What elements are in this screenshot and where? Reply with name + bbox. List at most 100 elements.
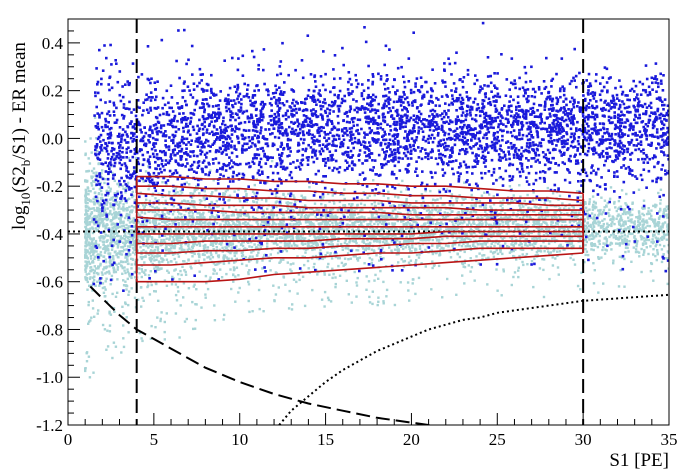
er-point bbox=[300, 213, 303, 217]
er-point bbox=[110, 248, 114, 251]
er-point bbox=[247, 299, 250, 303]
er-point bbox=[244, 224, 248, 227]
er-point bbox=[608, 243, 612, 247]
er-point bbox=[198, 255, 201, 259]
er-point bbox=[386, 231, 389, 234]
er-point bbox=[455, 293, 458, 296]
er-point bbox=[461, 222, 464, 225]
er-point bbox=[94, 284, 97, 287]
er-point bbox=[276, 251, 280, 255]
er-point bbox=[640, 238, 643, 241]
er-point bbox=[221, 211, 225, 214]
er-point bbox=[526, 193, 529, 197]
er-point bbox=[255, 245, 258, 249]
er-point bbox=[127, 293, 130, 296]
er-point bbox=[198, 234, 201, 238]
er-point bbox=[484, 243, 487, 246]
er-point bbox=[93, 203, 96, 206]
er-point bbox=[122, 222, 125, 225]
er-point bbox=[295, 280, 298, 284]
er-point bbox=[118, 225, 122, 229]
er-point bbox=[155, 245, 158, 249]
er-point bbox=[124, 301, 127, 304]
er-point bbox=[285, 201, 288, 204]
er-point bbox=[87, 303, 90, 307]
er-point bbox=[126, 259, 129, 263]
er-point bbox=[237, 291, 240, 294]
er-point bbox=[190, 267, 193, 270]
er-point bbox=[149, 260, 153, 263]
er-point bbox=[427, 208, 430, 212]
er-point bbox=[325, 223, 328, 227]
er-point bbox=[99, 211, 102, 214]
er-point bbox=[556, 223, 559, 226]
er-point bbox=[171, 235, 174, 239]
er-point bbox=[543, 250, 546, 253]
er-point bbox=[429, 219, 433, 222]
er-point bbox=[351, 214, 354, 217]
er-point bbox=[133, 263, 137, 266]
er-point bbox=[463, 282, 466, 285]
er-point bbox=[419, 217, 422, 220]
er-point bbox=[415, 200, 418, 203]
er-point bbox=[167, 219, 171, 222]
er-point bbox=[92, 272, 96, 275]
er-point bbox=[103, 207, 106, 210]
er-point bbox=[659, 215, 662, 218]
er-point bbox=[644, 230, 647, 233]
er-point bbox=[546, 224, 549, 227]
er-point bbox=[644, 226, 647, 229]
er-point bbox=[372, 235, 375, 238]
er-point bbox=[587, 253, 590, 257]
er-point bbox=[624, 212, 627, 216]
er-point bbox=[551, 256, 554, 259]
er-point bbox=[499, 229, 502, 232]
er-point bbox=[608, 208, 611, 211]
er-point bbox=[566, 241, 569, 244]
er-point bbox=[229, 251, 232, 255]
er-point bbox=[90, 240, 94, 243]
er-point bbox=[470, 204, 473, 207]
er-point bbox=[247, 215, 251, 219]
er-point bbox=[226, 234, 229, 237]
er-point bbox=[279, 260, 282, 263]
er-point bbox=[377, 202, 380, 205]
er-point bbox=[378, 240, 382, 244]
er-point bbox=[127, 225, 130, 228]
er-point bbox=[241, 244, 245, 248]
er-point bbox=[463, 221, 466, 224]
er-point bbox=[324, 228, 327, 231]
er-point bbox=[125, 209, 128, 212]
er-point bbox=[86, 288, 89, 291]
er-point bbox=[167, 193, 171, 196]
er-point bbox=[512, 222, 515, 225]
er-point bbox=[593, 207, 596, 210]
er-point bbox=[273, 221, 276, 225]
er-point bbox=[411, 205, 415, 208]
er-point bbox=[641, 225, 644, 228]
er-point bbox=[237, 188, 240, 192]
er-point bbox=[151, 205, 154, 209]
er-point bbox=[86, 216, 90, 219]
er-point bbox=[266, 229, 269, 232]
er-point bbox=[509, 250, 513, 253]
er-point bbox=[325, 208, 328, 212]
er-point bbox=[191, 212, 195, 215]
er-point bbox=[498, 244, 502, 247]
er-point bbox=[345, 279, 348, 282]
er-point bbox=[265, 181, 269, 184]
er-point bbox=[137, 227, 140, 230]
er-point bbox=[217, 262, 220, 265]
er-point bbox=[611, 232, 615, 235]
er-point bbox=[153, 248, 156, 252]
er-point bbox=[190, 224, 193, 227]
er-point bbox=[307, 220, 311, 224]
er-point bbox=[638, 214, 641, 217]
er-point bbox=[580, 236, 583, 239]
er-point bbox=[644, 220, 647, 224]
er-point bbox=[203, 198, 206, 202]
er-point bbox=[165, 216, 168, 219]
er-point bbox=[186, 223, 190, 226]
er-point bbox=[348, 239, 352, 242]
er-point bbox=[110, 196, 113, 200]
